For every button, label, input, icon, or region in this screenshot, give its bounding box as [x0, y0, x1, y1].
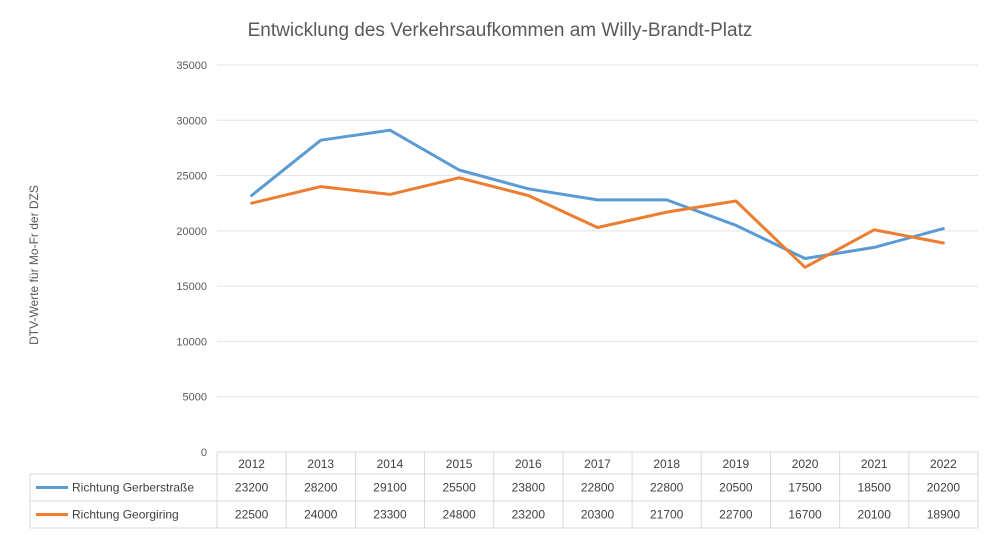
data-table-cell: 22700: [719, 508, 753, 522]
x-tick-label: 2022: [930, 457, 957, 471]
y-axis-ticks: 0 5000 10000 15000 20000 25000 30000 35000: [176, 60, 207, 459]
data-table-cell: 24000: [304, 508, 338, 522]
x-tick-label: 2021: [861, 457, 888, 471]
x-tick-label: 2014: [377, 457, 404, 471]
series-lines: [250, 128, 945, 269]
series-line: [250, 176, 945, 269]
data-table-cell: 20300: [581, 508, 615, 522]
chart-title: Entwicklung des Verkehrsaufkommen am Wil…: [248, 20, 753, 41]
data-table-cell: 24800: [442, 508, 476, 522]
y-tick-label: 0: [201, 447, 207, 459]
x-tick-label: 2013: [307, 457, 334, 471]
y-tick-label: 25000: [176, 171, 207, 183]
legend-label: Richtung Gerberstraße: [72, 481, 194, 495]
y-tick-label: 5000: [183, 392, 207, 404]
data-table-cell: 22500: [235, 508, 269, 522]
data-table-cell: 20500: [719, 481, 753, 495]
data-table-cell: 21700: [650, 508, 684, 522]
data-table-cell: 17500: [788, 481, 822, 495]
y-tick-label: 20000: [176, 226, 207, 238]
data-table-cell: 23200: [235, 481, 269, 495]
x-tick-label: 2016: [515, 457, 542, 471]
x-tick-label: 2017: [584, 457, 611, 471]
y-tick-label: 30000: [176, 115, 207, 127]
data-table-cell: 20100: [858, 508, 892, 522]
data-table-cell: 16700: [788, 508, 822, 522]
y-tick-label: 15000: [176, 281, 207, 293]
x-tick-label: 2012: [238, 457, 265, 471]
data-table-cell: 23800: [512, 481, 546, 495]
series-line: [250, 128, 945, 260]
x-tick-label: 2019: [723, 457, 750, 471]
data-table-cell: 25500: [442, 481, 476, 495]
x-tick-label: 2015: [446, 457, 473, 471]
data-table-cell: 18500: [858, 481, 892, 495]
y-axis-label: DTV-Werte für Mo-Fr der DZS: [27, 185, 41, 345]
x-tick-label: 2018: [653, 457, 680, 471]
y-tick-label: 10000: [176, 336, 207, 348]
data-table-cell: 23200: [512, 508, 546, 522]
legend-label: Richtung Georgiring: [72, 508, 179, 522]
x-tick-label: 2020: [792, 457, 819, 471]
data-table-cell: 18900: [927, 508, 961, 522]
data-table-cell: 22800: [581, 481, 615, 495]
data-table-cell: 22800: [650, 481, 684, 495]
data-table-cell: 23300: [373, 508, 407, 522]
data-table-cell: 28200: [304, 481, 338, 495]
data-table-cell: 29100: [373, 481, 407, 495]
gridlines: [217, 64, 978, 398]
data-table: 2012 2013 2014 2015 2016 2017 2018 2019 2020 2021…: [29, 451, 979, 529]
y-tick-label: 35000: [176, 60, 207, 72]
data-table-cell: 20200: [927, 481, 961, 495]
